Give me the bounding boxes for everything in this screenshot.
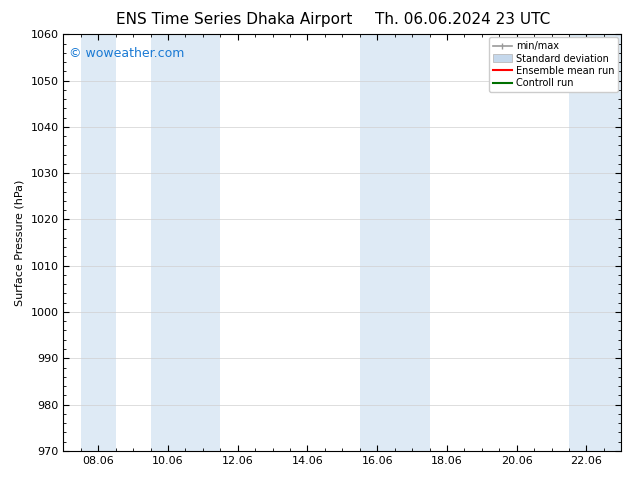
Y-axis label: Surface Pressure (hPa): Surface Pressure (hPa): [15, 179, 25, 306]
Text: Th. 06.06.2024 23 UTC: Th. 06.06.2024 23 UTC: [375, 12, 550, 27]
Bar: [150, 34, 221, 451]
Legend: min/max, Standard deviation, Ensemble mean run, Controll run: min/max, Standard deviation, Ensemble me…: [489, 37, 618, 92]
Bar: [81, 34, 116, 451]
Bar: [569, 34, 634, 451]
Text: ENS Time Series Dhaka Airport: ENS Time Series Dhaka Airport: [117, 12, 353, 27]
Text: © woweather.com: © woweather.com: [69, 47, 184, 60]
Bar: [359, 34, 429, 451]
